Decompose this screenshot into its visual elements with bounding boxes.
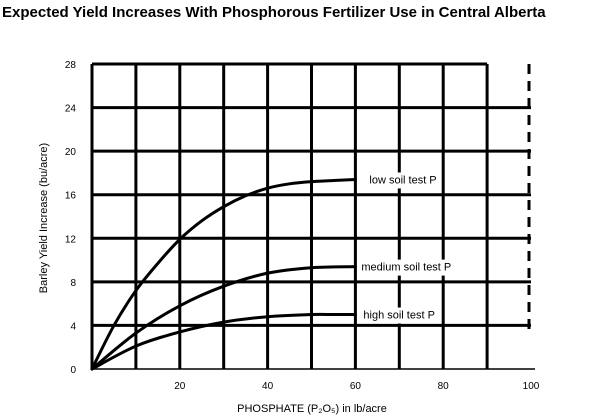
medium-soil-test-p-line <box>90 265 357 371</box>
high-soil-test-p-line <box>90 312 357 371</box>
series-label-background <box>360 307 438 324</box>
x-axis-label: PHOSPHATE (P₂O₅) in lb/acre <box>237 403 387 415</box>
series-label-background <box>358 259 455 276</box>
x-tick-label: 80 <box>438 381 450 392</box>
y-tick-label: 8 <box>70 278 76 289</box>
series-lines <box>90 177 357 371</box>
x-tick-label: 20 <box>174 381 186 392</box>
y-tick-label: 24 <box>65 104 77 115</box>
x-tick-label: 60 <box>350 381 362 392</box>
high-soil-test-p-label: high soil test P <box>363 310 435 322</box>
series-label-background <box>366 172 440 189</box>
y-tick-label: 20 <box>65 147 77 158</box>
chart-title: Expected Yield Increases With Phosphorou… <box>2 4 546 21</box>
x-tick-label: 100 <box>523 381 540 392</box>
y-tick-label: 12 <box>65 234 77 245</box>
plot-frame <box>90 64 535 370</box>
medium-soil-test-p-label: medium soil test P <box>361 262 451 274</box>
low-soil-test-p-line <box>90 177 357 371</box>
y-tick-label: 16 <box>65 191 77 202</box>
y-tick-label: 4 <box>70 321 76 332</box>
y-axis-ticks: 0 4 8 12 16 20 24 28 <box>65 60 77 376</box>
low-soil-test-p-label: low soil test P <box>369 174 436 186</box>
y-axis-label: Barley Yield Increase (bu/acre) <box>38 143 50 293</box>
series-labels: low soil test P medium soil test P high so… <box>358 172 455 324</box>
y-tick-label: 0 <box>70 365 76 376</box>
x-tick-label: 40 <box>262 381 274 392</box>
grid <box>92 62 531 369</box>
x-axis-ticks: 20 40 60 80 100 <box>174 381 540 392</box>
y-tick-label: 28 <box>65 60 77 71</box>
